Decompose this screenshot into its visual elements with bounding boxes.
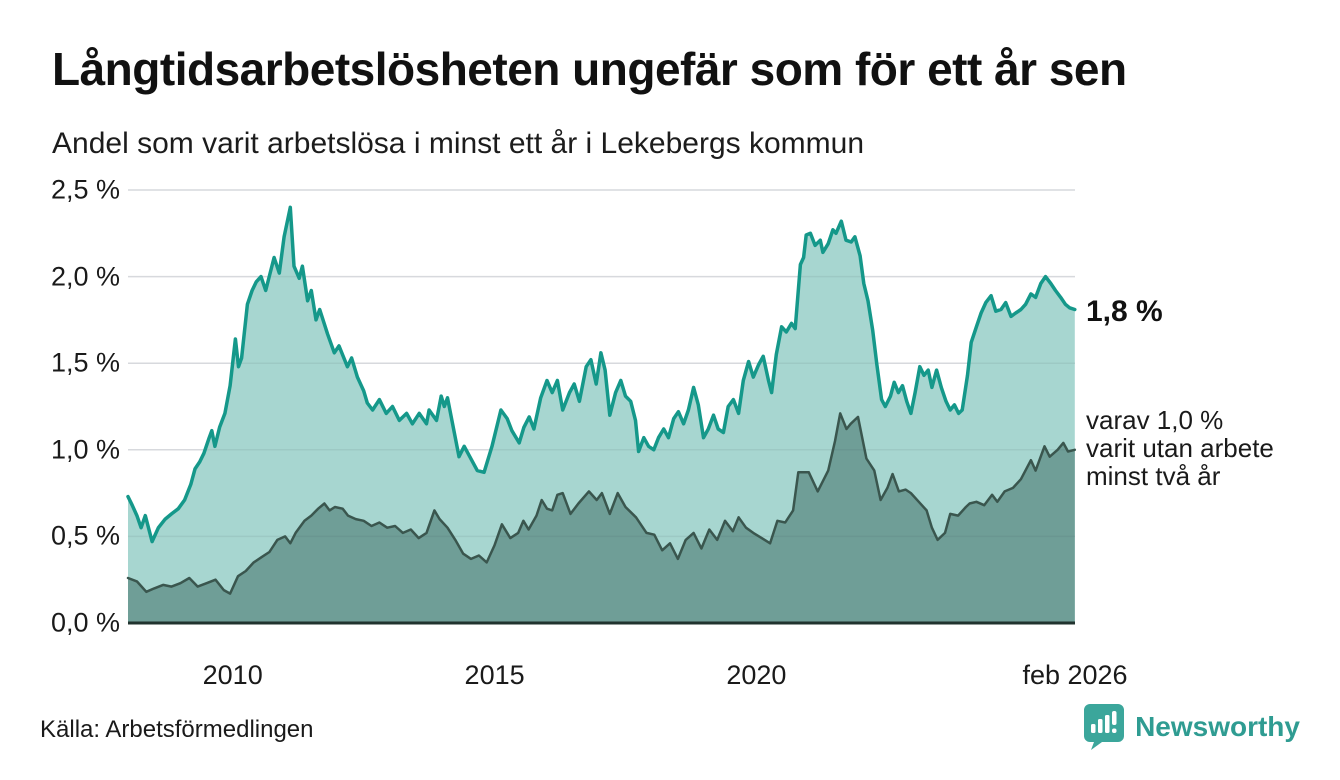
latest-value-annotation: 1,8 % (1086, 295, 1163, 328)
x-axis-tick-label: 2020 (726, 660, 787, 690)
newsworthy-logo-icon (1084, 704, 1125, 750)
y-axis-tick-label: 1,0 % (50, 434, 120, 465)
brand-name: Newsworthy (1135, 711, 1300, 742)
y-axis-tick-label: 0,0 % (50, 607, 120, 638)
page-title: Långtidsarbetslösheten ungefär som för e… (52, 43, 1127, 95)
y-axis-tick-label: 2,0 % (50, 261, 120, 292)
page-subtitle: Andel som varit arbetslösa i minst ett å… (52, 127, 865, 160)
x-axis-tick-label: feb 2026 (1022, 660, 1128, 690)
secondary-annotation-line1: varav 1,0 % (1086, 405, 1224, 435)
y-axis-tick-label: 1,5 % (50, 347, 120, 378)
brand-lockup: Newsworthy (1083, 703, 1300, 751)
y-axis-tick-label: 2,5 % (50, 174, 120, 205)
secondary-annotation-line3: minst två år (1086, 461, 1221, 491)
source-note: Källa: Arbetsförmedlingen (40, 716, 314, 743)
x-axis-tick-label: 2010 (202, 660, 263, 690)
secondary-series-annotation: varav 1,0 % varit utan arbete minst två … (1086, 406, 1274, 490)
x-axis-tick-label: 2015 (464, 660, 525, 690)
y-axis-tick-label: 0,5 % (50, 520, 120, 551)
secondary-annotation-line2: varit utan arbete (1086, 433, 1274, 463)
